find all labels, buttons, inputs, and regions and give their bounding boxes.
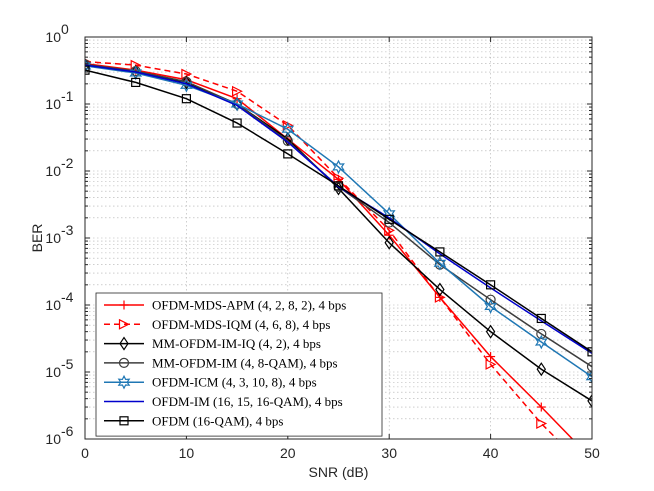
data-point bbox=[485, 358, 497, 370]
x-tick-label: 0 bbox=[81, 445, 89, 461]
data-point bbox=[433, 255, 447, 271]
y-tick-exponent: -3 bbox=[61, 222, 74, 238]
x-tick-label: 50 bbox=[584, 445, 600, 461]
legend-marker bbox=[119, 300, 129, 310]
legend: OFDM-MDS-APM (4, 2, 8, 2), 4 bps OFDM-MDS… bbox=[95, 292, 383, 437]
y-tick-label: 10 bbox=[45, 230, 61, 246]
y-tick-label: 10 bbox=[45, 431, 61, 447]
data-point bbox=[232, 85, 243, 97]
data-point bbox=[587, 347, 592, 357]
legend-marker bbox=[119, 416, 129, 426]
legend-label: MM-OFDM-IM (4, 8-QAM), 4 bps bbox=[152, 355, 338, 370]
legend-label: OFDM-MDS-APM (4, 2, 8, 2), 4 bps bbox=[152, 298, 346, 313]
series-line bbox=[85, 64, 592, 354]
x-tick-label: 40 bbox=[483, 445, 499, 461]
data-point bbox=[536, 328, 547, 340]
data-point bbox=[131, 77, 141, 88]
data-point bbox=[586, 361, 592, 372]
data-point bbox=[485, 324, 496, 339]
y-tick-exponent: -1 bbox=[61, 88, 74, 104]
series-line bbox=[85, 64, 592, 402]
data-point bbox=[536, 418, 548, 430]
legend-label: OFDM (16-QAM), 4 bps bbox=[152, 413, 283, 428]
data-point bbox=[85, 65, 90, 75]
legend-entry: MM-OFDM-IM (4, 8-QAM), 4 bps bbox=[104, 355, 338, 370]
legend-marker bbox=[119, 336, 129, 351]
legend-entry: OFDM-MDS-IQM (4, 6, 8), 4 bps bbox=[104, 317, 330, 332]
data-point bbox=[485, 294, 496, 305]
data-point bbox=[536, 402, 546, 412]
data-point bbox=[585, 369, 592, 385]
legend-label: MM-OFDM-IM-IQ (4, 2), 4 bps bbox=[152, 336, 321, 351]
data-point bbox=[333, 181, 344, 196]
y-tick-exponent: -5 bbox=[61, 356, 74, 372]
x-tick-label: 30 bbox=[381, 445, 397, 461]
y-tick-label: 10 bbox=[45, 96, 61, 112]
data-point bbox=[232, 118, 242, 128]
legend-box bbox=[95, 292, 383, 437]
data-point bbox=[435, 282, 445, 297]
data-point bbox=[484, 299, 497, 314]
legend-entry: OFDM-MDS-APM (4, 2, 8, 2), 4 bps bbox=[104, 298, 346, 313]
data-point bbox=[384, 224, 396, 236]
x-tick-label: 10 bbox=[179, 445, 195, 461]
series-line bbox=[85, 60, 558, 439]
legend-entry: OFDM-ICM (4, 3, 10, 8), 4 bps bbox=[104, 375, 317, 390]
y-tick-label: 10 bbox=[45, 163, 61, 179]
y-tick-exponent: -4 bbox=[61, 289, 74, 305]
data-point bbox=[384, 235, 394, 250]
legend-marker bbox=[117, 374, 131, 390]
data-point bbox=[486, 352, 496, 362]
data-point bbox=[384, 214, 394, 224]
y-tick-label: 10 bbox=[45, 364, 61, 380]
data-point bbox=[333, 172, 345, 184]
data-point bbox=[85, 58, 92, 74]
y-tick-exponent: -2 bbox=[61, 155, 74, 171]
legend-label: OFDM-MDS-IQM (4, 6, 8), 4 bps bbox=[152, 317, 330, 332]
data-point bbox=[534, 334, 548, 350]
data-point bbox=[283, 149, 293, 159]
data-point bbox=[230, 96, 244, 112]
data-point bbox=[588, 470, 597, 479]
series-6 bbox=[85, 65, 592, 357]
data-point bbox=[536, 313, 546, 324]
data-point bbox=[181, 94, 191, 104]
series-lines bbox=[85, 58, 597, 479]
series-line bbox=[85, 65, 592, 378]
legend-label: OFDM-IM (16, 15, 16-QAM), 4 bps bbox=[152, 394, 343, 409]
data-point bbox=[486, 280, 496, 290]
data-point bbox=[333, 181, 344, 191]
series-4 bbox=[85, 58, 592, 385]
y-tick-exponent: 0 bbox=[61, 21, 69, 37]
series-line bbox=[85, 69, 592, 353]
data-point bbox=[129, 65, 143, 81]
legend-marker bbox=[118, 357, 130, 368]
series-5 bbox=[85, 64, 592, 354]
data-point bbox=[536, 362, 547, 377]
legend-marker bbox=[118, 318, 130, 330]
data-point bbox=[435, 247, 445, 257]
legend-entry: OFDM (16-QAM), 4 bps bbox=[104, 413, 283, 428]
x-tick-label: 20 bbox=[280, 445, 296, 461]
data-point bbox=[435, 292, 445, 302]
legend-entry: OFDM-IM (16, 15, 16-QAM), 4 bps bbox=[104, 394, 343, 409]
y-axis-label: BER bbox=[29, 224, 45, 253]
legend-entry: MM-OFDM-IM-IQ (4, 2), 4 bps bbox=[104, 336, 321, 351]
y-tick-label: 10 bbox=[45, 29, 61, 45]
y-tick-label: 10 bbox=[45, 297, 61, 313]
legend-label: OFDM-ICM (4, 3, 10, 8), 4 bps bbox=[152, 375, 317, 390]
data-point bbox=[332, 159, 345, 175]
data-point bbox=[181, 76, 192, 87]
x-axis-label: SNR (dB) bbox=[309, 464, 369, 480]
y-tick-exponent: -6 bbox=[61, 423, 74, 439]
data-point bbox=[281, 121, 295, 137]
